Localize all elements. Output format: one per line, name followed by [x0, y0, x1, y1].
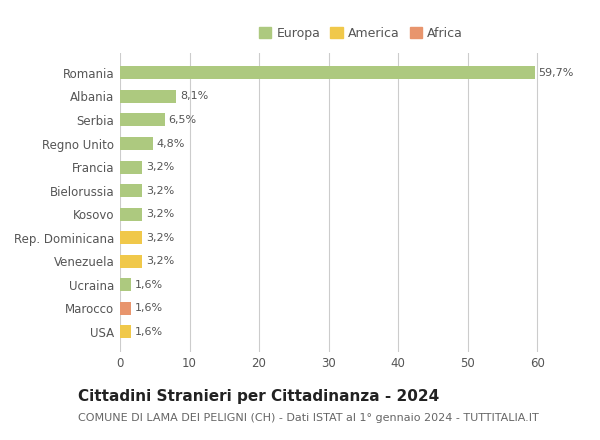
Bar	[120, 90, 176, 103]
Text: 4,8%: 4,8%	[157, 139, 185, 149]
Bar	[120, 302, 131, 315]
Bar	[120, 114, 165, 126]
Bar	[120, 231, 142, 244]
Bar	[120, 279, 131, 291]
Text: 1,6%: 1,6%	[134, 280, 163, 290]
Text: 1,6%: 1,6%	[134, 303, 163, 313]
Text: 3,2%: 3,2%	[146, 256, 174, 266]
Bar	[120, 255, 142, 268]
Bar	[120, 137, 154, 150]
Text: 1,6%: 1,6%	[134, 327, 163, 337]
Text: 59,7%: 59,7%	[539, 68, 574, 78]
Text: COMUNE DI LAMA DEI PELIGNI (CH) - Dati ISTAT al 1° gennaio 2024 - TUTTITALIA.IT: COMUNE DI LAMA DEI PELIGNI (CH) - Dati I…	[78, 413, 539, 423]
Text: 3,2%: 3,2%	[146, 186, 174, 196]
Text: 8,1%: 8,1%	[180, 92, 208, 102]
Text: 6,5%: 6,5%	[169, 115, 197, 125]
Legend: Europa, America, Africa: Europa, America, Africa	[255, 23, 467, 44]
Bar	[120, 326, 131, 338]
Bar	[120, 184, 142, 197]
Text: 3,2%: 3,2%	[146, 233, 174, 243]
Bar	[120, 208, 142, 220]
Bar	[120, 161, 142, 173]
Bar	[120, 66, 535, 79]
Text: 3,2%: 3,2%	[146, 162, 174, 172]
Text: 3,2%: 3,2%	[146, 209, 174, 219]
Text: Cittadini Stranieri per Cittadinanza - 2024: Cittadini Stranieri per Cittadinanza - 2…	[78, 389, 439, 404]
